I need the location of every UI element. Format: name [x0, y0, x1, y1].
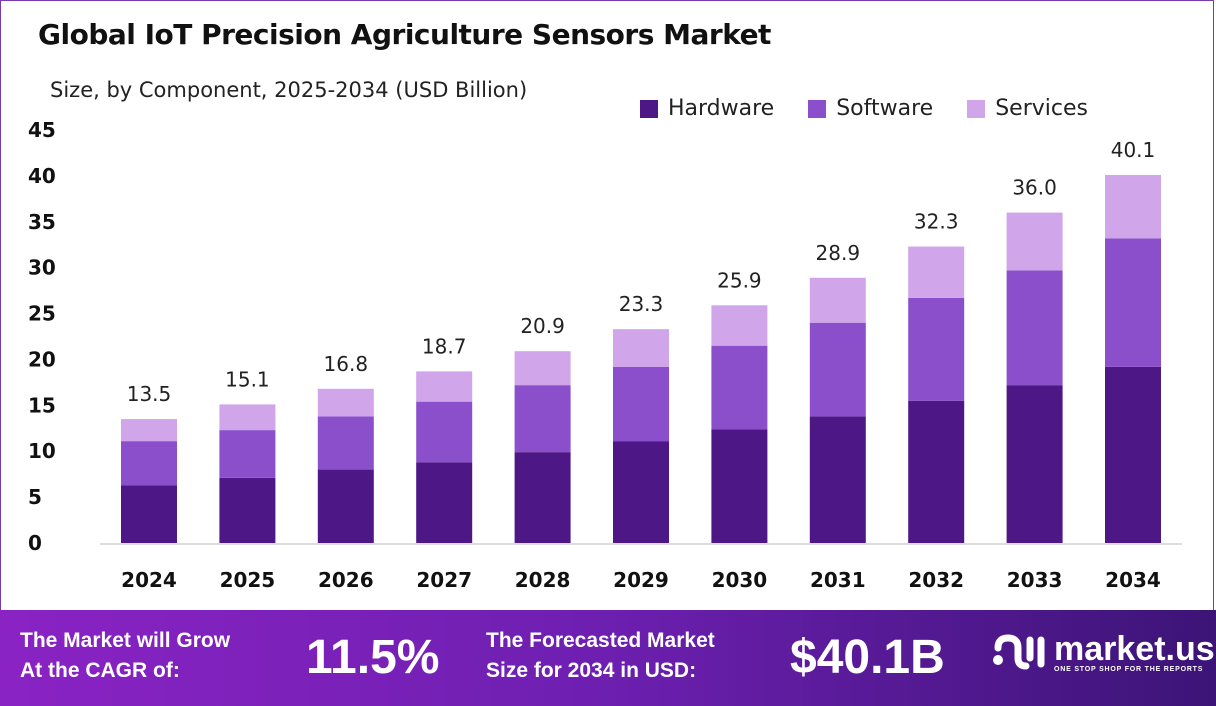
bar-segment-hardware [613, 441, 669, 543]
bar-segment-services [416, 371, 473, 402]
forecast-label-line2: Size for 2034 in USD: [486, 659, 697, 682]
bar-segment-software [416, 401, 473, 463]
footer-banner: The Market will Grow At the CAGR of: 11.… [0, 610, 1216, 706]
legend-label: Services [995, 96, 1088, 121]
total-label: 36.0 [1012, 176, 1057, 200]
bar-segment-software [711, 345, 768, 430]
bar-segment-hardware [908, 400, 965, 543]
bar-segment-services [809, 277, 866, 323]
total-label: 25.9 [717, 268, 762, 292]
cagr-value: 11.5% [306, 631, 440, 684]
bar-segment-software [908, 297, 965, 401]
chart-title: Global IoT Precision Agriculture Sensors… [38, 18, 771, 51]
cagr-label-line2: At the CAGR of: [20, 659, 180, 682]
total-label: 18.7 [422, 334, 467, 358]
bar-segment-services [219, 404, 276, 431]
y-tick-label: 0 [28, 531, 42, 555]
x-tick-label: 2031 [810, 568, 866, 592]
bar-segment-hardware [219, 477, 276, 543]
logo-icon [993, 634, 1045, 670]
bar-segment-software [1006, 270, 1063, 386]
bar-segment-hardware [416, 462, 473, 543]
legend-swatch [640, 99, 658, 118]
y-tick-label: 20 [28, 347, 56, 371]
x-tick-label: 2025 [220, 568, 276, 592]
y-tick-label: 15 [28, 393, 56, 417]
cagr-label-line1: The Market will Grow [20, 629, 231, 652]
legend: Hardware Software Services [640, 96, 1088, 121]
bar-segment-software [514, 385, 571, 453]
y-tick-label: 30 [28, 256, 56, 280]
bar-chart: 05101520253035404513.5202415.1202516.820… [28, 118, 1182, 592]
y-tick-label: 10 [28, 439, 56, 463]
legend-item-services: Services [967, 96, 1088, 121]
bar-segment-services [1105, 174, 1161, 239]
bar-segment-software [219, 430, 276, 478]
bar-segment-hardware [809, 416, 866, 543]
bar-segment-hardware [1105, 366, 1161, 543]
bar-segment-software [809, 322, 866, 417]
x-tick-label: 2028 [515, 568, 571, 592]
bar-segment-services [908, 246, 965, 298]
x-tick-label: 2026 [318, 568, 374, 592]
logo-text: market.us [1054, 629, 1215, 668]
bar-segment-software [121, 441, 177, 486]
y-tick-label: 40 [28, 164, 56, 188]
total-label: 16.8 [324, 352, 369, 376]
bar-segment-software [613, 366, 669, 442]
bar-segment-services [317, 388, 374, 417]
legend-swatch [808, 99, 827, 118]
x-tick-label: 2029 [613, 568, 669, 592]
x-tick-label: 2027 [416, 568, 472, 592]
bar-segment-hardware [317, 469, 374, 543]
x-tick-label: 2034 [1105, 568, 1161, 592]
total-label: 15.1 [225, 367, 270, 391]
cagr-label: The Market will Grow At the CAGR of: [20, 626, 230, 686]
forecast-label-line1: The Forecasted Market [486, 629, 715, 652]
bar-segment-software [1105, 238, 1161, 367]
bar-segment-hardware [121, 485, 177, 543]
y-tick-label: 25 [28, 302, 56, 326]
logo-tagline: ONE STOP SHOP FOR THE REPORTS [1054, 665, 1204, 673]
total-label: 20.9 [520, 314, 565, 338]
total-label: 40.1 [1111, 138, 1156, 162]
y-tick-label: 45 [28, 118, 56, 142]
total-label: 13.5 [127, 382, 172, 406]
x-tick-label: 2033 [1007, 568, 1063, 592]
forecast-value: $40.1B [790, 631, 945, 684]
bar-segment-software [317, 416, 374, 470]
bar-segment-hardware [711, 429, 768, 543]
bar-segment-services [711, 305, 768, 346]
bar-segment-hardware [1006, 385, 1063, 543]
chart-frame [0, 0, 1214, 610]
legend-item-hardware: Hardware [640, 96, 774, 121]
legend-label: Hardware [668, 96, 775, 121]
legend-label: Software [836, 96, 934, 121]
forecast-label: The Forecasted Market Size for 2034 in U… [486, 626, 715, 686]
total-label: 32.3 [914, 210, 959, 234]
bar-segment-services [613, 329, 669, 367]
bar-segment-services [121, 419, 177, 442]
total-label: 28.9 [816, 241, 861, 265]
y-tick-label: 5 [28, 485, 42, 509]
bar-segment-hardware [514, 452, 571, 543]
legend-item-software: Software [808, 96, 933, 121]
x-tick-label: 2030 [712, 568, 768, 592]
chart-subtitle: Size, by Component, 2025-2034 (USD Billi… [50, 78, 528, 102]
marketus-logo: market.us ONE STOP SHOP FOR THE REPORTS [990, 630, 1215, 674]
legend-swatch [967, 99, 986, 118]
total-label: 23.3 [619, 292, 664, 316]
y-tick-label: 35 [28, 210, 56, 234]
bar-segment-services [514, 351, 571, 386]
bar-segment-services [1006, 212, 1063, 271]
x-tick-label: 2032 [908, 568, 964, 592]
x-tick-label: 2024 [121, 568, 177, 592]
